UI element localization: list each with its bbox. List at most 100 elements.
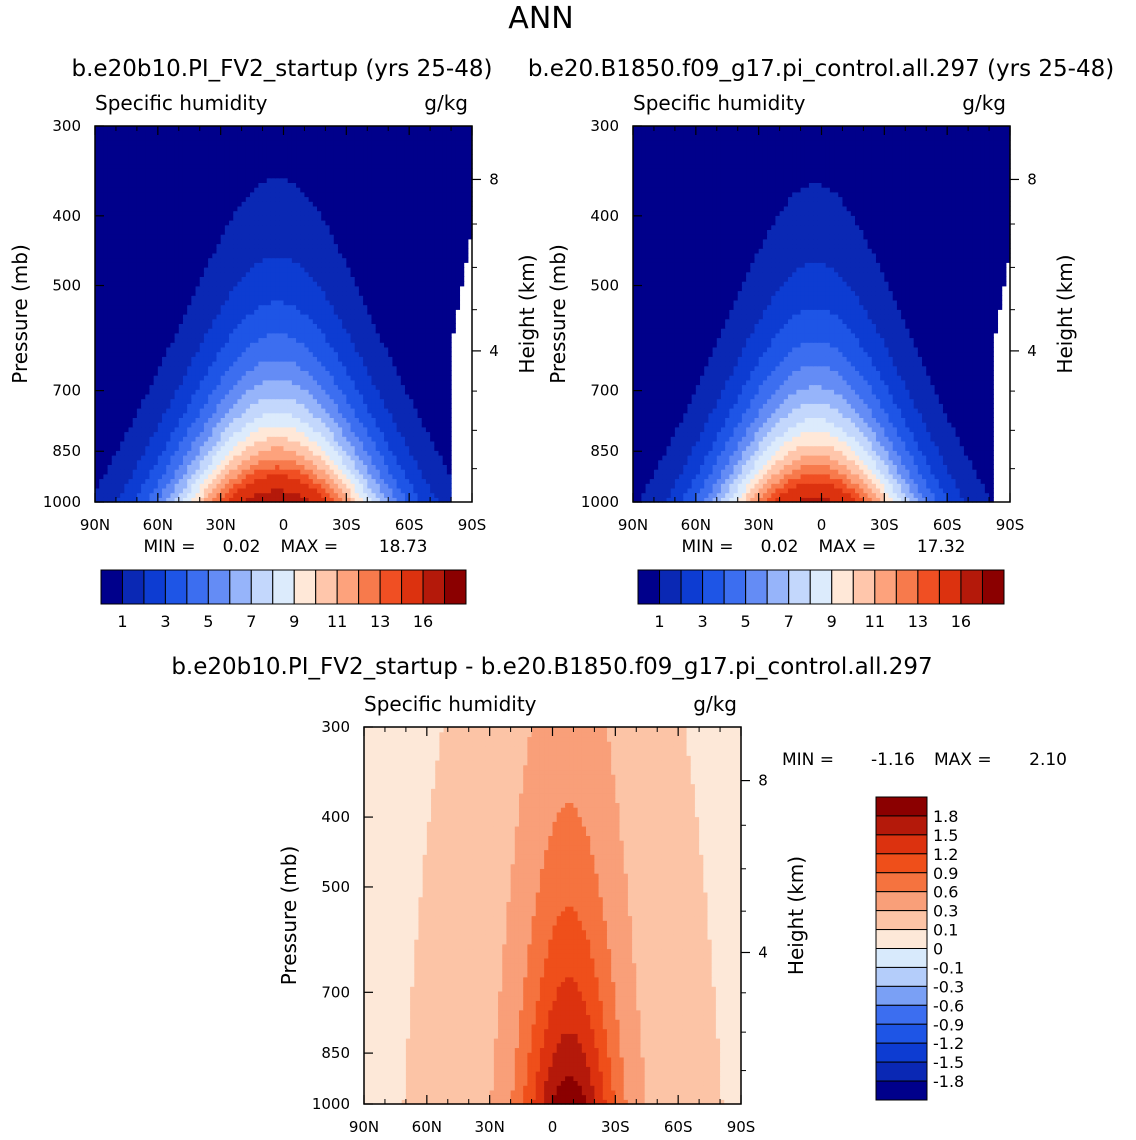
contour-cell xyxy=(422,239,427,244)
contour-cell xyxy=(371,262,376,267)
contour-cell xyxy=(405,464,410,469)
contour-cell xyxy=(129,342,134,347)
contour-cell xyxy=(108,417,113,422)
contour-cell xyxy=(309,286,314,291)
contour-cell xyxy=(330,281,335,286)
contour-cell xyxy=(409,291,414,296)
contour-cell xyxy=(187,389,192,394)
contour-cell xyxy=(158,474,163,479)
contour-cell xyxy=(208,427,213,432)
contour-cell xyxy=(426,436,431,441)
contour-cell xyxy=(313,248,318,253)
contour-cell xyxy=(317,267,322,272)
contour-cell xyxy=(304,427,309,432)
contour-cell xyxy=(196,464,201,469)
contour-cell xyxy=(242,479,247,484)
contour-cell xyxy=(334,314,339,319)
contour-cell xyxy=(212,446,217,451)
contour-cell xyxy=(321,229,326,234)
contour-cell xyxy=(434,319,439,324)
contour-cell xyxy=(296,258,301,263)
contour-cell xyxy=(288,286,293,291)
contour-cell xyxy=(120,361,125,366)
contour-cell xyxy=(149,422,154,427)
contour-cell xyxy=(221,267,226,272)
contour-cell xyxy=(447,403,452,408)
contour-cell xyxy=(401,286,406,291)
contour-cell xyxy=(325,399,330,404)
contour-cell xyxy=(346,295,351,300)
contour-cell xyxy=(216,427,221,432)
contour-cell xyxy=(371,319,376,324)
contour-cell xyxy=(225,342,230,347)
contour-cell xyxy=(355,493,360,498)
contour-cell xyxy=(267,347,272,352)
contour-cell xyxy=(233,258,238,263)
contour-cell xyxy=(103,408,108,413)
contour-cell xyxy=(124,253,129,258)
contour-cell xyxy=(309,281,314,286)
contour-cell xyxy=(367,403,372,408)
contour-cell xyxy=(196,422,201,427)
contour-cell xyxy=(221,281,226,286)
contour-cell xyxy=(384,328,389,333)
contour-cell xyxy=(338,441,343,446)
contour-cell xyxy=(170,385,175,390)
contour-cell xyxy=(237,352,242,357)
contour-cell xyxy=(367,272,372,277)
contour-cell xyxy=(162,408,167,413)
contour-cell xyxy=(170,262,175,267)
contour-cell xyxy=(175,319,180,324)
contour-cell xyxy=(120,276,125,281)
contour-cell xyxy=(334,291,339,296)
contour-cell xyxy=(397,305,402,310)
contour-cell xyxy=(288,446,293,451)
contour-cell xyxy=(455,239,460,244)
contour-cell xyxy=(196,305,201,310)
contour-cell xyxy=(124,281,129,286)
contour-cell xyxy=(158,342,163,347)
contour-cell xyxy=(267,441,272,446)
contour-cell xyxy=(145,361,150,366)
contour-cell xyxy=(187,328,192,333)
contour-cell xyxy=(447,239,452,244)
contour-cell xyxy=(434,300,439,305)
contour-cell xyxy=(200,375,205,380)
contour-cell xyxy=(434,432,439,437)
contour-cell xyxy=(355,427,360,432)
contour-cell xyxy=(183,427,188,432)
contour-cell xyxy=(438,422,443,427)
contour-cell xyxy=(250,413,255,418)
contour-cell xyxy=(300,239,305,244)
contour-cell xyxy=(284,389,289,394)
contour-cell xyxy=(242,234,247,239)
contour-cell xyxy=(116,422,121,427)
contour-cell xyxy=(103,239,108,244)
contour-cell xyxy=(371,328,376,333)
contour-cell xyxy=(242,309,247,314)
contour-cell xyxy=(191,309,196,314)
contour-cell xyxy=(237,305,242,310)
contour-cell xyxy=(334,305,339,310)
contour-cell xyxy=(108,253,113,258)
contour-cell xyxy=(401,305,406,310)
contour-cell xyxy=(166,446,171,451)
contour-cell xyxy=(309,262,314,267)
contour-cell xyxy=(191,432,196,437)
contour-cell xyxy=(175,328,180,333)
contour-cell xyxy=(103,464,108,469)
contour-cell xyxy=(447,253,452,258)
contour-cell xyxy=(120,455,125,460)
contour-cell xyxy=(233,413,238,418)
contour-cell xyxy=(99,380,104,385)
contour-cell xyxy=(367,333,372,338)
contour-cell xyxy=(288,436,293,441)
contour-cell xyxy=(120,328,125,333)
contour-cell xyxy=(426,375,431,380)
contour-cell xyxy=(438,281,443,286)
contour-cell xyxy=(212,323,217,328)
contour-cell xyxy=(170,394,175,399)
contour-cell xyxy=(271,248,276,253)
contour-cell xyxy=(208,267,213,272)
contour-cell xyxy=(233,375,238,380)
